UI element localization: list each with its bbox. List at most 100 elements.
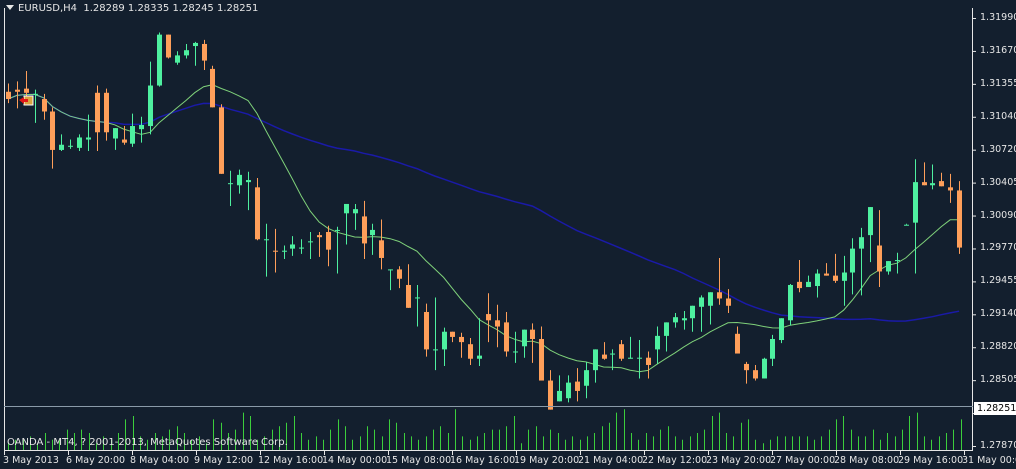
candle[interactable] xyxy=(575,368,580,402)
candle[interactable] xyxy=(379,219,384,270)
candle[interactable] xyxy=(122,126,127,145)
candle[interactable] xyxy=(450,331,455,343)
candle[interactable] xyxy=(842,255,847,306)
candle[interactable] xyxy=(166,34,171,59)
candle[interactable] xyxy=(548,370,553,410)
candle[interactable] xyxy=(602,342,607,360)
candle[interactable] xyxy=(388,269,393,291)
candle[interactable] xyxy=(317,232,322,257)
candle[interactable] xyxy=(370,223,375,255)
candle[interactable] xyxy=(273,228,278,273)
candle[interactable] xyxy=(495,304,500,348)
candle[interactable] xyxy=(468,337,473,365)
candle[interactable] xyxy=(397,266,402,289)
candle[interactable] xyxy=(788,283,793,326)
candle[interactable] xyxy=(708,292,713,325)
candle[interactable] xyxy=(406,264,411,308)
candle[interactable] xyxy=(806,275,811,288)
triangle-down-icon[interactable] xyxy=(6,5,14,10)
candle[interactable] xyxy=(130,113,135,147)
candle[interactable] xyxy=(50,107,55,169)
candle[interactable] xyxy=(948,173,953,203)
candle[interactable] xyxy=(770,334,775,367)
candle[interactable] xyxy=(459,332,464,358)
candle[interactable] xyxy=(353,203,358,230)
candle[interactable] xyxy=(255,177,260,241)
candle[interactable] xyxy=(504,311,509,357)
candle[interactable] xyxy=(859,227,864,296)
candle[interactable] xyxy=(246,171,251,211)
candle[interactable] xyxy=(433,297,438,371)
candle[interactable] xyxy=(15,81,20,109)
candle[interactable] xyxy=(77,134,82,151)
candle[interactable] xyxy=(539,326,544,381)
candle[interactable] xyxy=(193,41,198,66)
candle[interactable] xyxy=(593,349,598,383)
candle[interactable] xyxy=(95,85,100,151)
candle[interactable] xyxy=(522,329,527,358)
candle[interactable] xyxy=(939,172,944,187)
candle[interactable] xyxy=(157,32,162,87)
candle[interactable] xyxy=(779,318,784,344)
candle[interactable] xyxy=(886,261,891,275)
candle[interactable] xyxy=(86,114,91,151)
candle[interactable] xyxy=(486,293,491,343)
candle[interactable] xyxy=(442,327,447,367)
candle[interactable] xyxy=(415,284,420,327)
candle[interactable] xyxy=(610,349,615,371)
candle[interactable] xyxy=(175,51,180,65)
chart-title[interactable]: EURUSD,H4 1.28289 1.28335 1.28245 1.2825… xyxy=(6,3,258,14)
candle[interactable] xyxy=(895,252,900,274)
candle[interactable] xyxy=(584,361,589,399)
candle[interactable] xyxy=(673,313,678,328)
candle[interactable] xyxy=(699,295,704,332)
candle[interactable] xyxy=(726,289,731,314)
candle[interactable] xyxy=(930,164,935,190)
candle[interactable] xyxy=(42,93,47,120)
candle[interactable] xyxy=(744,361,749,384)
candle[interactable] xyxy=(646,351,651,379)
candle[interactable] xyxy=(344,203,349,245)
candle[interactable] xyxy=(308,232,313,260)
candle[interactable] xyxy=(264,223,269,277)
candle[interactable] xyxy=(148,61,153,135)
candle[interactable] xyxy=(184,43,189,59)
candle[interactable] xyxy=(237,169,242,194)
candle[interactable] xyxy=(228,170,233,207)
candle[interactable] xyxy=(824,263,829,276)
candle[interactable] xyxy=(664,322,669,352)
candle[interactable] xyxy=(362,200,367,260)
candlesticks[interactable] xyxy=(6,32,962,410)
candle[interactable] xyxy=(24,70,29,96)
candle[interactable] xyxy=(6,83,11,104)
candle[interactable] xyxy=(326,225,331,267)
candle[interactable] xyxy=(424,303,429,357)
candle[interactable] xyxy=(477,318,482,367)
candle[interactable] xyxy=(735,326,740,354)
candle[interactable] xyxy=(877,210,882,288)
candle[interactable] xyxy=(628,336,633,359)
candle[interactable] xyxy=(850,238,855,295)
candle[interactable] xyxy=(59,134,64,151)
candle[interactable] xyxy=(210,65,215,108)
candle[interactable] xyxy=(557,375,562,402)
candle[interactable] xyxy=(868,207,873,263)
candle[interactable] xyxy=(833,253,838,283)
candle[interactable] xyxy=(682,310,687,330)
candle[interactable] xyxy=(335,226,340,274)
candle[interactable] xyxy=(282,245,287,260)
candle[interactable] xyxy=(513,331,518,363)
candle[interactable] xyxy=(762,357,767,379)
candle[interactable] xyxy=(219,104,224,174)
candle[interactable] xyxy=(113,128,118,150)
candle[interactable] xyxy=(797,260,802,293)
candle[interactable] xyxy=(299,239,304,254)
candle[interactable] xyxy=(753,364,758,381)
candle[interactable] xyxy=(637,340,642,379)
candle[interactable] xyxy=(717,257,722,305)
candle[interactable] xyxy=(913,159,918,274)
candle[interactable] xyxy=(690,305,695,332)
candle[interactable] xyxy=(33,89,38,123)
candle[interactable] xyxy=(922,162,927,186)
candle[interactable] xyxy=(139,116,144,143)
